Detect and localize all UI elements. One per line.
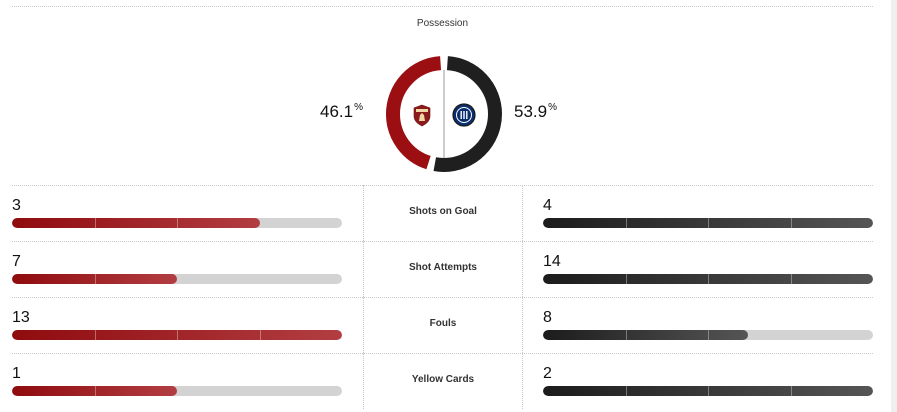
column-divider xyxy=(363,353,364,409)
row-divider xyxy=(12,353,873,354)
stat-label: Fouls xyxy=(429,318,457,329)
bar-segment-divider xyxy=(177,218,178,228)
column-divider xyxy=(522,297,523,353)
row-divider xyxy=(12,297,873,298)
home-stat-bar-fill xyxy=(12,218,260,228)
away-stat-bar xyxy=(543,330,873,340)
bar-segment-divider xyxy=(259,330,261,340)
away-stat-value: 2 xyxy=(543,365,552,382)
home-stat-bar-fill xyxy=(12,274,177,284)
bar-segment-divider xyxy=(790,274,792,284)
bar-segment-divider xyxy=(790,218,792,228)
away-stat-bar-fill xyxy=(543,274,873,284)
inter-crest-icon xyxy=(450,101,478,129)
home-stat-value: 1 xyxy=(12,365,21,382)
column-divider xyxy=(363,297,364,353)
possession-away-value: 53.9% xyxy=(514,102,557,122)
away-stat-value: 8 xyxy=(543,309,552,326)
away-stat-value: 14 xyxy=(543,253,561,270)
bar-segment-divider xyxy=(177,330,178,340)
possession-donut xyxy=(386,56,502,172)
away-stat-bar xyxy=(543,386,873,396)
bar-segment-divider xyxy=(708,274,709,284)
bar-segment-divider xyxy=(94,274,96,284)
possession-title: Possession xyxy=(416,18,469,29)
possession-away-number: 53.9 xyxy=(514,102,548,121)
column-divider xyxy=(522,353,523,409)
bar-segment-divider xyxy=(625,330,627,340)
possession-home-number: 46.1 xyxy=(320,102,354,121)
column-divider xyxy=(522,241,523,297)
row-divider xyxy=(12,241,873,242)
bar-segment-divider xyxy=(625,218,627,228)
possession-home-unit: % xyxy=(354,102,363,114)
away-stat-bar xyxy=(543,274,873,284)
away-stat-value: 4 xyxy=(543,197,552,214)
home-stat-value: 13 xyxy=(12,309,30,326)
torino-crest-icon xyxy=(408,101,436,129)
stat-row-yellow-cards: 1 Yellow Cards 2 xyxy=(0,353,873,409)
bar-segment-divider xyxy=(790,386,792,396)
possession-home-value: 46.1% xyxy=(320,102,363,122)
stat-row-shots-on-goal: 3 Shots on Goal 4 xyxy=(0,185,873,241)
bar-segment-divider xyxy=(708,218,709,228)
away-stat-bar-fill xyxy=(543,218,873,228)
away-stat-bar-fill xyxy=(543,386,873,396)
column-divider xyxy=(363,185,364,241)
stat-row-shot-attempts: 7 Shot Attempts 14 xyxy=(0,241,873,297)
home-stat-bar xyxy=(12,386,342,396)
possession-away-unit: % xyxy=(548,102,557,114)
home-stat-bar-fill xyxy=(12,386,177,396)
away-stat-bar xyxy=(543,218,873,228)
column-divider xyxy=(522,185,523,241)
page-scrollbar[interactable] xyxy=(891,0,897,412)
home-stat-bar xyxy=(12,274,342,284)
home-stat-bar xyxy=(12,330,342,340)
stat-row-fouls: 13 Fouls 8 xyxy=(0,297,873,353)
match-stats-panel: Possession 46.1% 53.9% 3 Shots on Goal 4 xyxy=(0,6,873,409)
bar-segment-divider xyxy=(625,386,627,396)
bar-segment-divider xyxy=(708,330,709,340)
bar-segment-divider xyxy=(94,386,96,396)
column-divider xyxy=(363,241,364,297)
home-stat-bar xyxy=(12,218,342,228)
bar-segment-divider xyxy=(708,386,709,396)
stat-label: Yellow Cards xyxy=(411,374,475,385)
home-stat-value: 7 xyxy=(12,253,21,270)
home-stat-value: 3 xyxy=(12,197,21,214)
away-stat-bar-fill xyxy=(543,330,748,340)
top-divider xyxy=(12,6,873,7)
possession-away-arc xyxy=(386,56,502,172)
bar-segment-divider xyxy=(625,274,627,284)
bar-segment-divider xyxy=(94,218,96,228)
stat-label: Shots on Goal xyxy=(409,206,477,217)
home-stat-bar-fill xyxy=(12,330,342,340)
possession-home-arc xyxy=(386,56,502,172)
row-divider xyxy=(12,185,873,186)
stat-label: Shot Attempts xyxy=(409,262,477,273)
bar-segment-divider xyxy=(94,330,96,340)
